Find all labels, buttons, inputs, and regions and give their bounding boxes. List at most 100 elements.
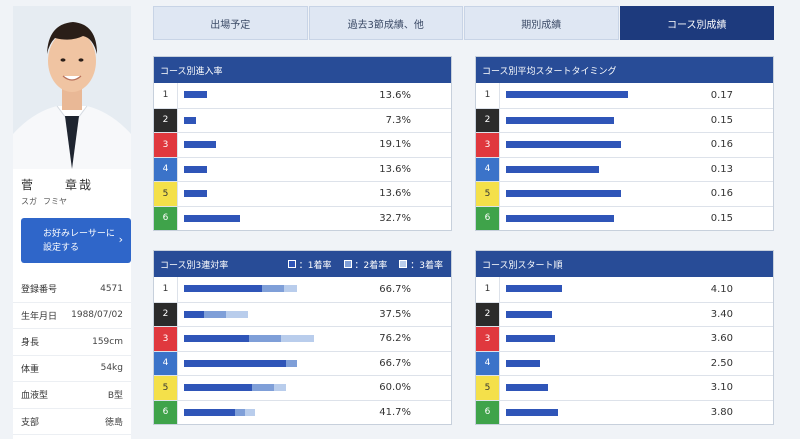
panel-average-start-timing: コース別平均スタートタイミング 1 0.17 2 0.15 3 0.16 4 0.13 5 0.1… bbox=[475, 56, 774, 231]
first-place-bar bbox=[184, 310, 205, 318]
second-place-bar bbox=[262, 285, 285, 292]
racer-sidebar: 菅 章哉 スガ フミヤ お好みレーサーに 設定する › 登録番号 4571 生年月… bbox=[13, 6, 131, 439]
bar-track bbox=[506, 310, 553, 319]
course-row-1: 1 0.17 bbox=[476, 83, 773, 108]
panel-rows: 1 66.7% 2 37.5% 3 76.2% 4 66.7% 5 60.0% 6 41.7% bbox=[154, 277, 451, 424]
profile-value: B型 bbox=[107, 391, 123, 402]
course-row-6: 6 41.7% bbox=[154, 399, 451, 424]
course-row-3: 3 0.16 bbox=[476, 132, 773, 157]
lane-number-badge: 5 bbox=[154, 182, 178, 206]
value-bar bbox=[184, 116, 197, 124]
tab-course-results[interactable]: コース別成績 bbox=[619, 6, 774, 40]
lane-number-badge: 5 bbox=[476, 182, 500, 206]
bar-track bbox=[506, 141, 621, 149]
lane-number-badge: 5 bbox=[154, 376, 178, 400]
bar-track bbox=[184, 116, 197, 125]
value-bar bbox=[506, 91, 628, 98]
lane-number-badge: 4 bbox=[476, 157, 500, 181]
bar-track bbox=[506, 91, 628, 99]
tab-past-results[interactable]: 過去3節成績、他 bbox=[308, 6, 463, 40]
course-row-1: 1 13.6% bbox=[154, 83, 451, 108]
panel-title: コース別平均スタートタイミング bbox=[476, 57, 773, 83]
profile-value: 4571 bbox=[100, 283, 123, 294]
first-place-bar bbox=[184, 384, 252, 391]
row-value: 3.40 bbox=[710, 308, 733, 320]
stats-tabs: 出場予定 過去3節成績、他 期別成績 コース別成績 bbox=[153, 6, 775, 40]
value-bar bbox=[184, 141, 217, 148]
lane-number-badge: 3 bbox=[154, 327, 178, 351]
third-place-bar bbox=[280, 335, 314, 342]
profile-value: 徳島 bbox=[104, 417, 123, 428]
bar-track bbox=[506, 285, 562, 293]
favorite-label-line2: 設定する bbox=[43, 243, 80, 253]
profile-key: 身長 bbox=[21, 338, 40, 349]
course-row-2: 2 3.40 bbox=[476, 301, 773, 326]
tab-term-results[interactable]: 期別成績 bbox=[464, 6, 619, 40]
row-value: 4.10 bbox=[710, 283, 733, 295]
tab-upcoming[interactable]: 出場予定 bbox=[153, 6, 308, 40]
profile-row-height: 身長 159cm bbox=[13, 329, 131, 356]
course-row-2: 2 7.3% bbox=[154, 107, 451, 132]
row-value: 76.2% bbox=[379, 333, 411, 345]
row-value: 13.6% bbox=[379, 89, 411, 101]
bar-track bbox=[184, 310, 248, 319]
course-row-2: 2 0.15 bbox=[476, 107, 773, 132]
lane-number-badge: 2 bbox=[154, 108, 178, 132]
bar-track bbox=[506, 359, 541, 368]
racer-name-family: 菅 bbox=[21, 178, 36, 192]
value-bar bbox=[506, 214, 614, 222]
course-row-4: 4 13.6% bbox=[154, 156, 451, 181]
value-bar bbox=[506, 285, 562, 292]
racer-name-given: 章哉 bbox=[65, 178, 94, 192]
bar-track bbox=[184, 335, 314, 343]
lane-number-badge: 4 bbox=[154, 157, 178, 181]
panel-title: コース別3連対率 ：1着率 ：2着率 ：3着率 bbox=[154, 251, 451, 277]
row-value: 13.6% bbox=[379, 188, 411, 200]
bar-track bbox=[184, 359, 298, 368]
legend-first-label: ：1着率 bbox=[298, 260, 332, 271]
racer-kana-family: スガ bbox=[21, 197, 37, 206]
row-value: 0.15 bbox=[710, 212, 733, 224]
third-place-bar bbox=[245, 408, 255, 416]
lane-number-badge: 5 bbox=[476, 376, 500, 400]
panel-rows: 1 4.10 2 3.40 3 3.60 4 2.50 5 3.10 6 3.80 bbox=[476, 277, 773, 424]
row-value: 0.15 bbox=[710, 114, 733, 126]
course-row-5: 5 13.6% bbox=[154, 181, 451, 206]
row-value: 3.80 bbox=[710, 406, 733, 418]
row-value: 0.16 bbox=[710, 188, 733, 200]
second-place-bar bbox=[248, 335, 281, 342]
value-bar bbox=[506, 116, 614, 124]
course-row-5: 5 3.10 bbox=[476, 375, 773, 400]
racer-name: 菅 章哉 bbox=[21, 176, 131, 193]
third-place-bar bbox=[284, 285, 298, 292]
bar-track bbox=[184, 384, 286, 392]
legend-first: ：1着率 bbox=[287, 258, 332, 271]
bar-track bbox=[184, 408, 255, 417]
course-row-4: 4 66.7% bbox=[154, 350, 451, 375]
lane-number-badge: 6 bbox=[154, 206, 178, 230]
bar-track bbox=[506, 408, 558, 417]
profile-row-registration: 登録番号 4571 bbox=[13, 276, 131, 303]
value-bar bbox=[506, 165, 600, 173]
row-value: 7.3% bbox=[385, 114, 411, 126]
lane-number-badge: 1 bbox=[154, 83, 178, 108]
second-place-bar bbox=[235, 408, 246, 416]
value-bar bbox=[506, 141, 621, 148]
value-bar bbox=[506, 408, 558, 416]
row-value: 2.50 bbox=[710, 357, 733, 369]
bar-track bbox=[506, 214, 614, 223]
row-value: 66.7% bbox=[379, 357, 411, 369]
value-bar bbox=[506, 310, 553, 318]
bar-track bbox=[506, 116, 614, 125]
lane-number-badge: 1 bbox=[476, 83, 500, 108]
profile-value: 1988/07/02 bbox=[71, 310, 123, 321]
lane-number-badge: 3 bbox=[476, 327, 500, 351]
set-favorite-racer-button[interactable]: お好みレーサーに 設定する › bbox=[21, 218, 131, 263]
course-row-3: 3 19.1% bbox=[154, 132, 451, 157]
panel-title-text: コース別3連対率 bbox=[160, 260, 229, 271]
profile-row-blood-type: 血液型 B型 bbox=[13, 382, 131, 409]
panel-rows: 1 0.17 2 0.15 3 0.16 4 0.13 5 0.16 6 0.15 bbox=[476, 83, 773, 230]
profile-key: 登録番号 bbox=[21, 285, 58, 296]
lane-number-badge: 3 bbox=[154, 133, 178, 157]
favorite-label-line1: お好みレーサーに bbox=[43, 229, 115, 239]
